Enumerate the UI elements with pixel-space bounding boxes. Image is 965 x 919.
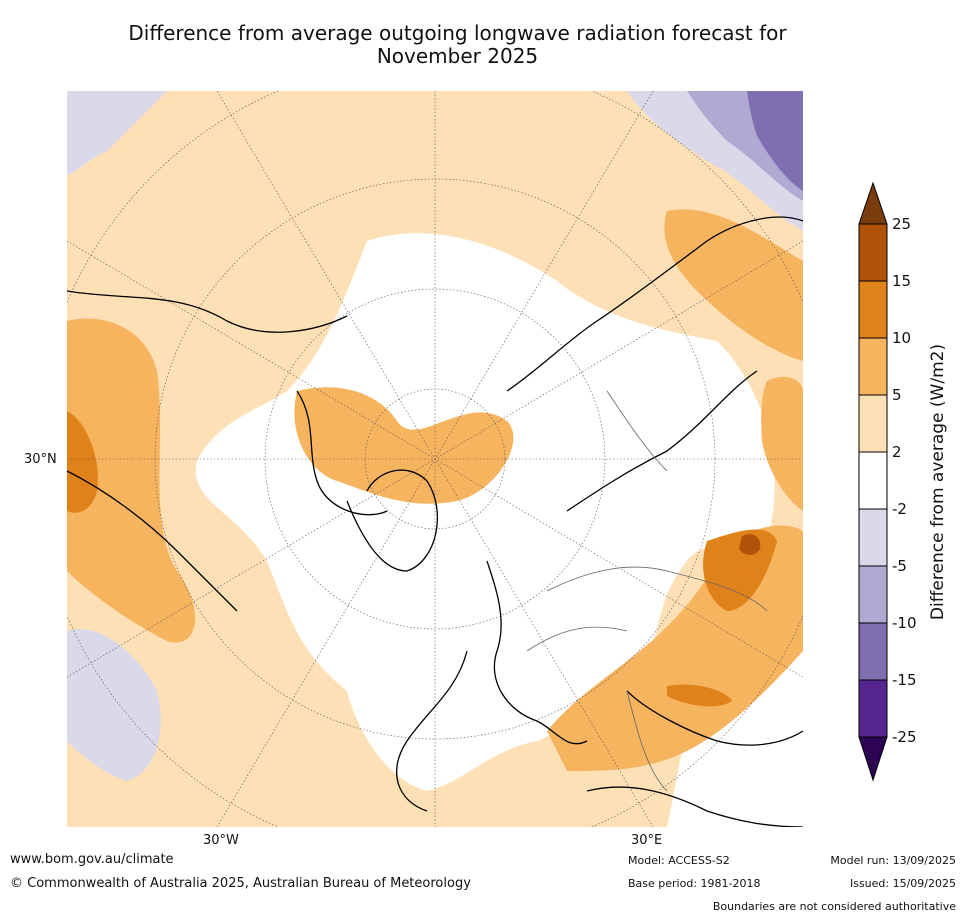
anomaly-field-5-10-west [67,318,196,643]
colorbar-band-15-25 [858,223,888,282]
anomaly-field-neg-2-5-nw [67,91,167,176]
colorbar-band-neg5-neg2 [858,508,888,567]
title-line-1: Difference from average outgoing longwav… [128,21,787,45]
anomaly-field-neg-10-15-ne [747,91,803,191]
footer-url: www.bom.gov.au/climate [10,852,174,867]
colorbar-band-neg10-neg5 [858,565,888,624]
lon-label-30e: 30°E [631,833,663,848]
footer-model: Model: ACCESS-S2 [628,854,730,867]
colorbar-tick-5: 5 [892,386,902,404]
colorbar-band-5-10 [858,337,888,396]
colorbar-tick-15: 15 [892,272,912,290]
anomaly-field-10-15-west [67,411,98,513]
anomaly-field-5-10-pacific [761,376,803,511]
colorbar-tick-neg2: -2 [892,500,907,518]
colorbar-tick-neg5: -5 [892,557,907,575]
colorbar-tick-neg10: -10 [892,614,917,632]
colorbar-band-neg2-2 [858,451,888,510]
anomaly-field-5-10-greenland [294,387,514,504]
colorbar-svg [858,181,888,782]
anomaly-field-10-15-arabia [667,684,732,707]
colorbar-band-neg15-neg10 [858,622,888,681]
coastlines [67,216,803,827]
footer-disclaimer: Boundaries are not considered authoritat… [712,900,956,913]
polar-map [67,91,803,827]
colorbar-band-2-5 [858,394,888,453]
footer-issued: Issued: 15/09/2025 [849,877,956,890]
title-line-2: November 2025 [376,44,539,68]
anomaly-field-near-zero [195,233,775,791]
anomaly-field-neg-2-5-sw [67,629,161,781]
colorbar-band-neg25-neg15 [858,679,888,738]
map-svg [67,91,803,827]
colorbar-tick-25: 25 [892,215,912,233]
colorbar-band-10-15 [858,280,888,339]
colorbar-tick-10: 10 [892,329,912,347]
country-borders [526,390,768,792]
colorbar-tick-2: 2 [892,443,902,461]
footer-model-run: Model run: 13/09/2025 [830,854,956,867]
colorbar-top-arrow [858,181,888,225]
colorbar-tick-neg25: -25 [892,728,917,746]
map-title: Difference from average outgoing longwav… [60,22,855,68]
lon-label-30w: 30°W [203,833,239,848]
footer-copyright: © Commonwealth of Australia 2025, Austra… [10,876,471,891]
colorbar [840,180,920,785]
graticule [67,91,803,827]
colorbar-bottom-arrow [858,736,888,782]
anomaly-field-15-25-india [739,534,761,555]
colorbar-tick-neg15: -15 [892,671,917,689]
footer-base-period: Base period: 1981-2018 [628,877,761,890]
colorbar-title: Difference from average (W/m2) [928,343,948,621]
lat-label-30n: 30°N [24,452,57,467]
